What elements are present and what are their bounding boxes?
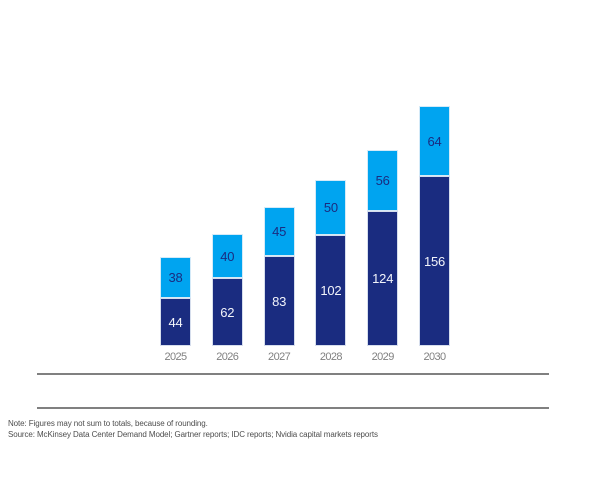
footer-divider-bottom	[37, 407, 549, 409]
x-axis-label-2029: 2029	[371, 351, 395, 363]
bar-2027: 45 83	[263, 207, 295, 346]
x-axis-label-2030: 2030	[423, 351, 446, 363]
base-segment-2026: 62	[211, 278, 243, 346]
bar-group-2030: 64 156 2030	[418, 106, 450, 363]
base-segment-2027: 83	[263, 256, 295, 346]
top-segment-2027: 45	[263, 207, 295, 256]
note-text: Note: Figures may not sum to totals, bec…	[8, 419, 208, 428]
base-segment-2028: 102	[315, 235, 347, 346]
base-segment-2029: 124	[367, 211, 399, 346]
x-axis-label-2025: 2025	[164, 351, 187, 363]
top-segment-2028: 50	[315, 180, 347, 235]
base-segment-2030: 156	[418, 176, 450, 346]
footer-divider-top	[37, 373, 549, 375]
bar-2029: 56 124	[367, 150, 399, 346]
bar-group-2026: 40 62 2026	[211, 234, 243, 363]
top-segment-2026: 40	[211, 234, 243, 278]
stacked-bar-chart: 38 44 2025 40 62 2026 45 83 2027 50 102 2028 56 124 20…	[160, 100, 450, 363]
bar-2028: 50 102	[315, 180, 347, 346]
value-label: 83	[272, 293, 287, 309]
footer: Note: Figures may not sum to totals, bec…	[8, 418, 568, 440]
top-segment-2030: 64	[418, 106, 450, 176]
value-label: 45	[272, 224, 287, 239]
value-label: 40	[220, 248, 235, 264]
base-segment-2025: 44	[160, 298, 191, 346]
bar-group-2029: 56 124 2029	[367, 150, 399, 363]
value-label: 124	[372, 271, 394, 286]
bar-group-2025: 38 44 2025	[160, 257, 191, 363]
top-segment-2029: 56	[367, 150, 399, 211]
value-label: 50	[323, 200, 338, 215]
bar-2025: 38 44	[160, 257, 191, 346]
value-label: 38	[168, 270, 183, 285]
bar-2026: 40 62	[211, 234, 243, 346]
value-label: 62	[220, 304, 235, 320]
x-axis-label-2026: 2026	[216, 351, 239, 363]
bar-2030: 64 156	[418, 106, 450, 346]
value-label: 64	[427, 133, 442, 149]
top-segment-2025: 38	[160, 257, 191, 298]
value-label: 102	[320, 283, 342, 298]
value-label: 56	[375, 173, 390, 188]
value-label: 156	[423, 253, 446, 269]
source-text: Source: McKinsey Data Center Demand Mode…	[8, 430, 378, 439]
value-label: 44	[168, 314, 183, 330]
bar-group-2028: 50 102 2028	[315, 180, 347, 363]
bar-group-2027: 45 83 2027	[263, 207, 295, 363]
x-axis-label-2027: 2027	[268, 351, 291, 363]
x-axis-label-2028: 2028	[319, 351, 343, 363]
